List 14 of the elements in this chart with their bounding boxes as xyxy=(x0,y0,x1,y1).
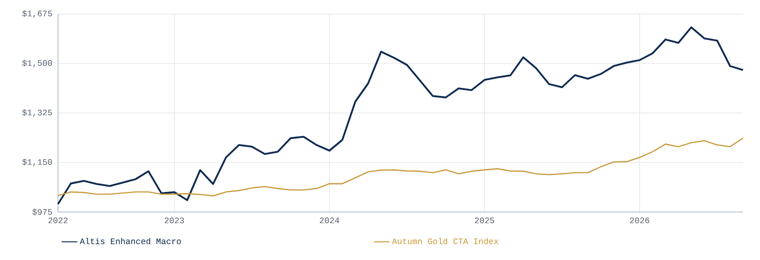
x-tick-label: 2025 xyxy=(474,218,494,224)
legend-label: Altis Enhanced Macro xyxy=(80,238,181,244)
legend-label: Autumn Gold CTA Index xyxy=(392,238,498,244)
y-tick-label: $975 xyxy=(32,208,52,216)
y-tick-label: $1,150 xyxy=(22,158,52,166)
line-series xyxy=(57,26,744,205)
x-tick-label: 2026 xyxy=(630,218,650,224)
y-tick-label: $1,325 xyxy=(22,109,52,117)
x-tick-label: 2023 xyxy=(164,218,184,224)
y-tick-label: $1,500 xyxy=(22,60,52,68)
y-tick-label: $1,675 xyxy=(22,10,52,18)
x-tick-label: 2024 xyxy=(320,218,340,224)
line-series xyxy=(57,138,744,196)
x-tick-label: 2022 xyxy=(48,218,68,224)
